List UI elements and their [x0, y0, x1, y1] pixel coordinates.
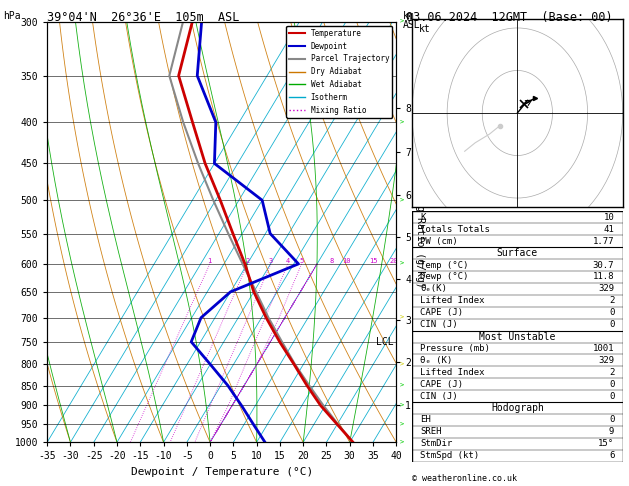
Text: EH: EH [420, 416, 431, 424]
Text: 329: 329 [598, 356, 615, 365]
Text: 39°04'N  26°36'E  105m  ASL: 39°04'N 26°36'E 105m ASL [47, 11, 240, 24]
Text: Pressure (mb): Pressure (mb) [420, 344, 490, 353]
Legend: Temperature, Dewpoint, Parcel Trajectory, Dry Adiabat, Wet Adiabat, Isotherm, Mi: Temperature, Dewpoint, Parcel Trajectory… [286, 26, 392, 118]
Text: 9: 9 [609, 427, 615, 436]
Text: CIN (J): CIN (J) [420, 392, 458, 400]
Text: CAPE (J): CAPE (J) [420, 308, 464, 317]
Text: >: > [399, 197, 404, 203]
Text: 1: 1 [208, 258, 212, 264]
Text: θₑ (K): θₑ (K) [420, 356, 453, 365]
Text: Hodograph: Hodograph [491, 403, 544, 413]
Text: 1001: 1001 [593, 344, 615, 353]
Text: StmDir: StmDir [420, 439, 453, 448]
Text: Lifted Index: Lifted Index [420, 368, 485, 377]
Text: SREH: SREH [420, 427, 442, 436]
Text: 5: 5 [299, 258, 304, 264]
Text: CIN (J): CIN (J) [420, 320, 458, 329]
Text: >: > [399, 421, 404, 427]
Text: 10: 10 [342, 258, 350, 264]
Text: 1.77: 1.77 [593, 237, 615, 246]
Text: hPa: hPa [3, 11, 21, 21]
Text: >: > [399, 19, 404, 25]
Text: StmSpd (kt): StmSpd (kt) [420, 451, 479, 460]
Text: PW (cm): PW (cm) [420, 237, 458, 246]
Text: CAPE (J): CAPE (J) [420, 380, 464, 389]
Text: >: > [399, 120, 404, 125]
Text: 0: 0 [609, 380, 615, 389]
Text: 30.7: 30.7 [593, 260, 615, 270]
Text: 0: 0 [609, 320, 615, 329]
Text: θₑ(K): θₑ(K) [420, 284, 447, 294]
Text: 11.8: 11.8 [593, 273, 615, 281]
Text: 10: 10 [604, 213, 615, 222]
Text: >: > [399, 439, 404, 445]
Text: kt: kt [419, 24, 431, 34]
Text: 4: 4 [286, 258, 290, 264]
Text: 0: 0 [609, 392, 615, 400]
Text: 2: 2 [245, 258, 250, 264]
Text: 15: 15 [369, 258, 378, 264]
Text: 03.06.2024  12GMT  (Base: 00): 03.06.2024 12GMT (Base: 00) [406, 11, 612, 24]
Text: 329: 329 [598, 284, 615, 294]
Text: Surface: Surface [497, 248, 538, 258]
Text: Totals Totals: Totals Totals [420, 225, 490, 234]
Text: © weatheronline.co.uk: © weatheronline.co.uk [412, 474, 517, 483]
Text: >: > [399, 362, 404, 367]
Text: 0: 0 [609, 416, 615, 424]
Text: 2: 2 [609, 296, 615, 305]
Text: Lifted Index: Lifted Index [420, 296, 485, 305]
Text: 0: 0 [609, 308, 615, 317]
Text: >: > [399, 402, 404, 408]
Text: Most Unstable: Most Unstable [479, 331, 555, 342]
Text: km: km [403, 11, 415, 21]
Text: Temp (°C): Temp (°C) [420, 260, 469, 270]
Text: >: > [399, 382, 404, 388]
Y-axis label: Mixing Ratio (g/kg): Mixing Ratio (g/kg) [415, 176, 425, 288]
Text: 2: 2 [609, 368, 615, 377]
Text: 15°: 15° [598, 439, 615, 448]
Text: 41: 41 [604, 225, 615, 234]
Text: ASL: ASL [403, 20, 420, 31]
Text: LCL: LCL [376, 337, 394, 347]
Text: Dewp (°C): Dewp (°C) [420, 273, 469, 281]
Text: 3: 3 [269, 258, 273, 264]
Text: 20: 20 [389, 258, 398, 264]
X-axis label: Dewpoint / Temperature (°C): Dewpoint / Temperature (°C) [131, 467, 313, 477]
Text: 8: 8 [329, 258, 333, 264]
Text: >: > [399, 315, 404, 321]
Text: >: > [399, 261, 404, 267]
Text: 6: 6 [609, 451, 615, 460]
Text: K: K [420, 213, 426, 222]
